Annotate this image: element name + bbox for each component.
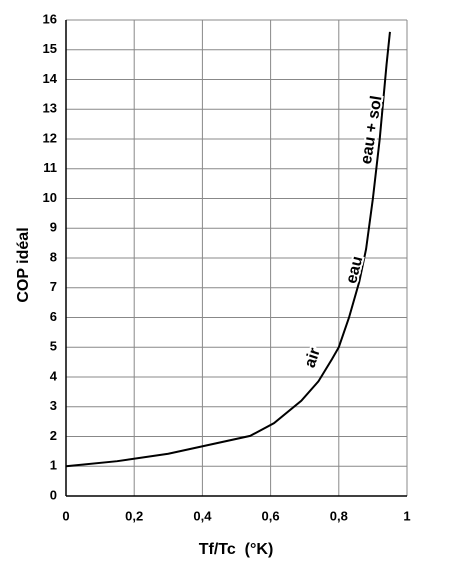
y-tick-label: 1 <box>50 458 57 473</box>
y-tick-label: 2 <box>50 428 57 443</box>
y-tick-label: 10 <box>43 190 57 205</box>
x-tick-label: 0 <box>62 508 69 523</box>
y-tick-label: 15 <box>43 41 57 56</box>
x-axis-label: Tf/Tc (°K) <box>199 541 274 558</box>
y-tick-label: 0 <box>50 487 57 502</box>
y-tick-label: 8 <box>50 249 57 264</box>
y-tick-label: 12 <box>43 130 57 145</box>
y-tick-label: 3 <box>50 398 57 413</box>
x-tick-label: 0,6 <box>262 508 280 523</box>
x-tick-label: 1 <box>403 508 410 523</box>
y-tick-label: 7 <box>50 279 57 294</box>
y-tick-label: 5 <box>50 339 57 354</box>
y-tick-label: 16 <box>43 11 57 26</box>
x-tick-label: 0,4 <box>193 508 212 523</box>
x-tick-label: 0,2 <box>125 508 143 523</box>
line <box>65 31 391 468</box>
annotation: air <box>302 346 324 370</box>
y-tick-label: 14 <box>43 71 58 86</box>
annotation: eau <box>343 254 366 285</box>
x-tick-label: 0,8 <box>330 508 348 523</box>
y-tick-label: 11 <box>43 160 57 175</box>
y-axis-label: COP idéal <box>15 227 32 302</box>
y-tick-label: 9 <box>50 220 57 235</box>
y-tick-label: 4 <box>50 368 58 383</box>
y-tick-label: 6 <box>50 309 57 324</box>
y-tick-label: 13 <box>43 101 57 116</box>
